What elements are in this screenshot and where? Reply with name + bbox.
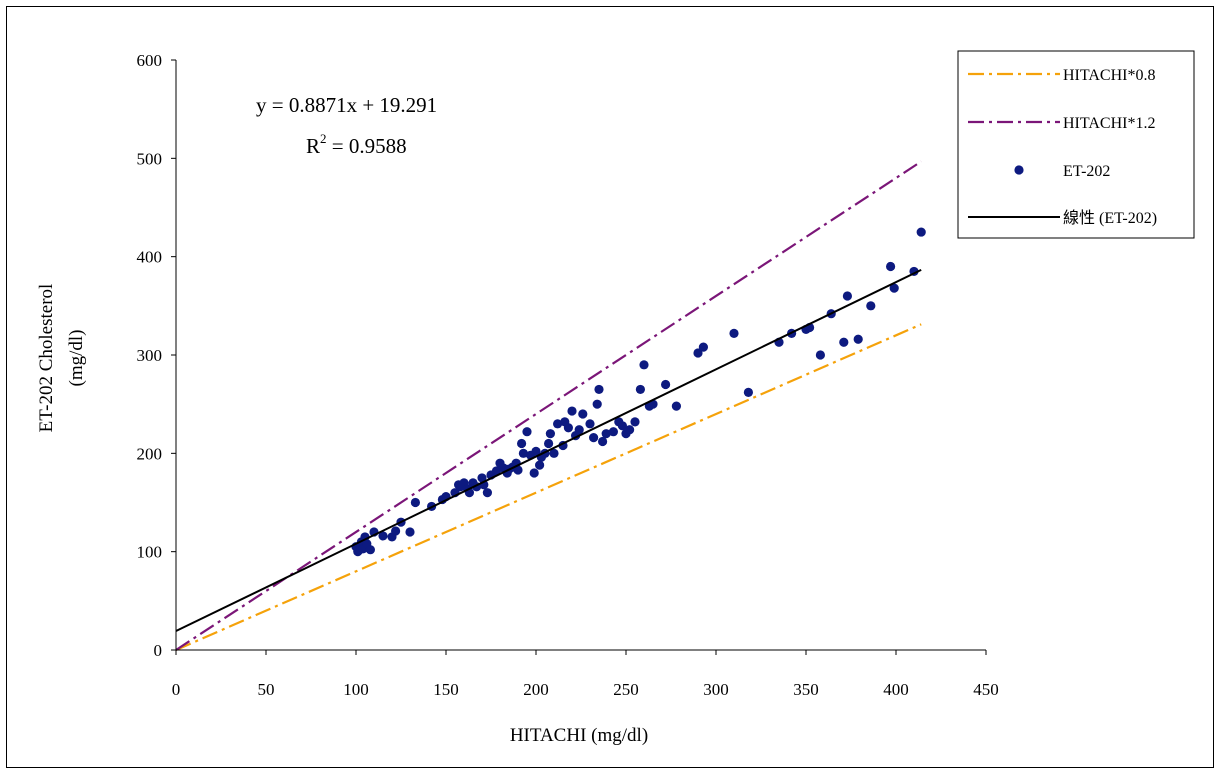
data-point (601, 429, 611, 439)
data-point (598, 436, 608, 447)
data-point (482, 488, 492, 498)
y-tick-label: 600 (137, 51, 163, 70)
data-point (477, 473, 487, 483)
legend-label: ET-202 (1063, 163, 1110, 180)
data-point (589, 433, 599, 443)
x-axis-title: HITACHI (mg/dl) (510, 725, 648, 746)
y-tick-label: 300 (137, 346, 163, 365)
data-point (410, 497, 420, 508)
data-point (815, 350, 826, 360)
legend-label: 線性 (ET-202) (1063, 209, 1157, 227)
data-point (617, 421, 628, 431)
data-point (405, 527, 415, 537)
data-point (842, 291, 853, 301)
data-point (544, 438, 554, 449)
data-point (889, 283, 899, 293)
y-axis-title-line1: ET-202 Cholesterol (36, 284, 57, 433)
x-tick-label: 200 (523, 680, 549, 699)
data-point (886, 261, 896, 272)
data-point (391, 526, 401, 536)
y-tick-label: 400 (137, 248, 163, 267)
x-tick-label: 400 (883, 680, 909, 699)
data-point (916, 227, 926, 237)
x-tick-label: 50 (258, 680, 275, 699)
data-point (378, 531, 388, 541)
data-point (517, 438, 527, 449)
data-point (545, 429, 556, 439)
data-point (853, 334, 863, 344)
legend-label: HITACHI*0.8 (1063, 67, 1155, 84)
x-tick-label: 0 (172, 680, 181, 699)
x-tick-label: 350 (793, 680, 819, 699)
y-tick-label: 0 (154, 641, 163, 660)
x-tick-label: 300 (703, 680, 729, 699)
data-point (567, 406, 577, 416)
x-tick-label: 450 (973, 680, 999, 699)
data-point (491, 466, 501, 476)
data-point (522, 427, 532, 437)
data-point (635, 384, 646, 395)
legend-label: HITACHI*1.2 (1063, 115, 1155, 132)
y-tick-label: 200 (137, 444, 163, 463)
x-tick-label: 250 (613, 680, 639, 699)
x-tick-label: 150 (433, 680, 459, 699)
data-point (549, 448, 559, 458)
y-tick-label: 500 (137, 149, 163, 168)
data-point (698, 342, 709, 352)
y-tick-label: 100 (137, 543, 163, 562)
data-point (513, 465, 523, 475)
data-point (535, 460, 545, 470)
series-line-hitachi-0-8 (175, 323, 922, 652)
data-point (529, 468, 539, 478)
x-tick-label: 100 (343, 680, 369, 699)
y-axis-title-line2: (mg/dl) (66, 330, 87, 387)
data-point (671, 401, 682, 411)
data-point (592, 399, 602, 409)
data-point (553, 419, 563, 429)
data-point (585, 419, 595, 429)
data-point (661, 379, 671, 390)
series-line-hitachi-1-2 (175, 160, 922, 651)
data-point (594, 384, 604, 395)
data-point (729, 328, 739, 338)
data-point (743, 387, 754, 397)
data-point (839, 337, 849, 347)
data-point (866, 301, 876, 311)
legend-swatch (1014, 165, 1024, 175)
legend-box (957, 50, 1195, 239)
data-point (625, 425, 635, 435)
data-point (574, 425, 584, 435)
legend: HITACHI*0.8 HITACHI*1.2 ET-202 線性 (ET-202) (957, 50, 1195, 239)
data-point (365, 545, 375, 555)
ticks: 0 50 100 150 200 250 300 350 400 450 0 100 200 300 400… (137, 51, 999, 699)
series-line-et-202 (175, 268, 922, 632)
data-point (578, 409, 588, 419)
data-point (608, 427, 619, 437)
data-point (518, 448, 529, 458)
regression-equation: y = 0.8871x + 19.291 (256, 93, 437, 117)
data-point (563, 423, 574, 433)
data-point (639, 360, 649, 370)
data-point (531, 446, 541, 456)
r-squared-label: R2 = 0.9588 (306, 131, 407, 158)
data-point (693, 348, 703, 358)
data-point (630, 417, 640, 427)
axes (175, 60, 986, 651)
plot-layer (175, 160, 926, 652)
